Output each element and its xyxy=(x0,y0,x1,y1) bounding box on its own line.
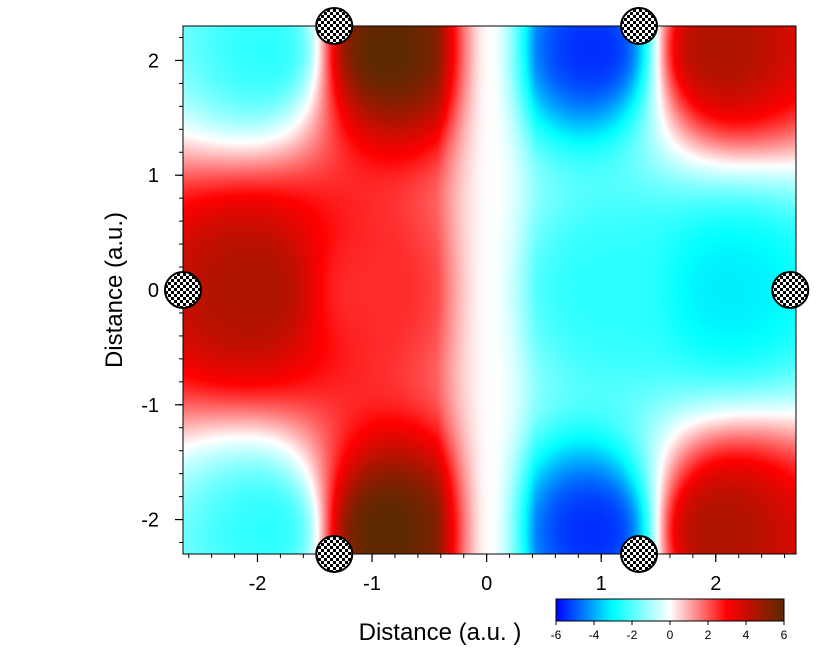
x-tick-label: -2 xyxy=(249,573,267,595)
colorbar-tick-label: -6 xyxy=(551,628,562,642)
x-tick-label: 0 xyxy=(481,573,492,595)
y-axis-title: Distance (a.u.) xyxy=(101,212,128,368)
atom-marker xyxy=(620,7,659,45)
colorbar-tick-label: -2 xyxy=(627,628,638,642)
y-axis: 2 1 0 -1 -2 xyxy=(141,36,183,544)
heatmap-image xyxy=(183,26,796,554)
colorbar: -6 -4 -2 0 2 4 6 xyxy=(551,598,788,642)
colorbar-ticks: -6 -4 -2 0 2 4 6 xyxy=(551,621,788,642)
y-tick-label: -1 xyxy=(141,395,159,417)
y-tick-label: -2 xyxy=(141,510,159,532)
atom-marker xyxy=(164,271,202,309)
atom-marker xyxy=(620,535,659,573)
y-tick-label: 0 xyxy=(148,280,159,302)
colorbar-tick-label: 6 xyxy=(781,628,788,642)
x-axis-title: Distance (a.u. ) xyxy=(359,619,522,646)
x-tick-label: 1 xyxy=(596,573,607,595)
y-tick-label: 2 xyxy=(148,50,159,72)
x-tick-label: 2 xyxy=(710,573,721,595)
colorbar-tick-label: 4 xyxy=(743,628,750,642)
atom-marker xyxy=(771,271,810,309)
colorbar-bar xyxy=(555,598,785,622)
atom-marker xyxy=(315,535,354,573)
colorbar-tick-label: -4 xyxy=(589,628,600,642)
x-tick-label: -1 xyxy=(363,573,381,595)
colorbar-tick-label: 0 xyxy=(667,628,674,642)
colorbar-tick-label: 2 xyxy=(705,628,712,642)
x-axis: -2 -1 0 1 2 xyxy=(188,554,786,595)
y-tick-label: 1 xyxy=(148,165,159,187)
plot-area xyxy=(182,25,797,555)
atom-marker xyxy=(315,7,354,45)
atom-markers xyxy=(164,7,810,573)
